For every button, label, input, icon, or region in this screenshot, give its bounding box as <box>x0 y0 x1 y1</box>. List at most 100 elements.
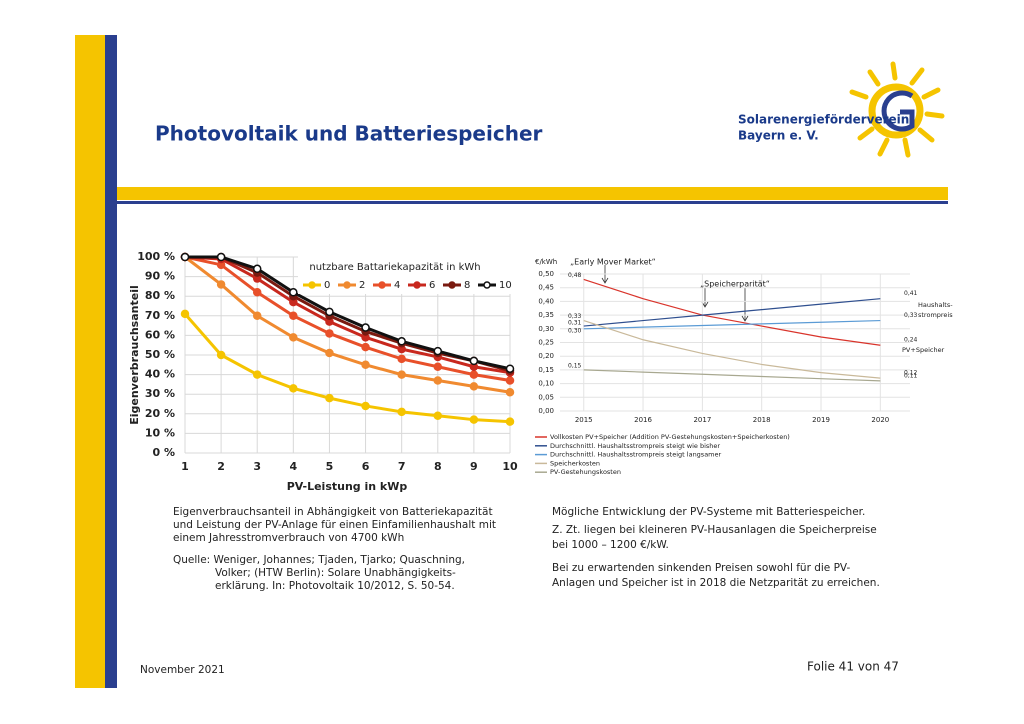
marker <box>361 360 370 370</box>
y-tick-label: 0,35 <box>538 311 554 319</box>
y-tick-label: 100 % <box>137 250 175 263</box>
caption-text: Anlagen und Speicher ist in 2018 die Net… <box>552 577 880 589</box>
marker <box>505 376 515 385</box>
legend-label: 4 <box>394 280 400 291</box>
x-tick-label: 6 <box>362 460 370 473</box>
marker <box>216 280 226 289</box>
series-line <box>583 319 881 330</box>
value-label: 0,33 <box>904 312 918 319</box>
y-tick-label: 0,15 <box>538 366 554 374</box>
source-text: erklärung. In: Photovoltaik 10/2012, S. … <box>215 580 455 592</box>
y-tick-label: 90 % <box>145 270 175 283</box>
caption-text: bei 1000 – 1200 €/kW. <box>552 539 669 551</box>
source-text: Quelle: Weniger, Johannes; Tjaden, Tjark… <box>173 554 465 566</box>
y-tick-label: 0,00 <box>538 407 554 415</box>
marker <box>289 333 298 342</box>
caption-text: Z. Zt. liegen bei kleineren PV-Hausanlag… <box>552 524 877 536</box>
x-tick-label: 2015 <box>575 416 593 424</box>
x-tick-label: 3 <box>253 460 261 473</box>
marker <box>325 393 334 403</box>
legend-marker <box>308 281 316 289</box>
legend-marker <box>343 281 351 289</box>
series-line <box>184 255 511 394</box>
caption-text: und Leistung der PV-Anlage für einen Ein… <box>173 519 496 531</box>
annotation: strompreis <box>918 311 953 319</box>
marker <box>397 407 406 417</box>
series-line <box>583 320 881 379</box>
sun <box>868 83 924 139</box>
side-bar-yellow <box>75 35 105 688</box>
y-tick-label: 0,20 <box>538 352 554 360</box>
x-tick-label: 9 <box>470 460 478 473</box>
marker <box>325 307 334 317</box>
x-tick-label: 2018 <box>753 416 771 424</box>
marker <box>180 252 190 262</box>
value-label: 0,15 <box>568 362 582 369</box>
side-bar-blue <box>105 35 117 688</box>
legend-label: Durchschnittl. Haushaltsstrompreis steig… <box>550 451 722 459</box>
legend-label: Vollkosten PV+Speicher (Addition PV-Gest… <box>550 433 790 441</box>
y-tick-label: 30 % <box>145 387 175 400</box>
x-axis-title: PV-Leistung in kWp <box>287 480 408 493</box>
y-axis-title: €/kWh <box>535 258 557 266</box>
series-line <box>583 369 881 382</box>
caption-text: Mögliche Entwicklung der PV-Systeme mit … <box>552 506 865 518</box>
logo-g <box>881 90 915 132</box>
marker <box>216 350 226 360</box>
annotation: Haushalts- <box>918 301 953 309</box>
marker <box>252 311 262 321</box>
sun-rays <box>849 61 945 158</box>
value-label: 0,41 <box>904 290 918 297</box>
value-label: 0,48 <box>568 272 582 279</box>
y-tick-label: 0 % <box>152 446 175 459</box>
marker <box>469 356 479 366</box>
marker <box>325 329 334 338</box>
marker <box>433 346 443 356</box>
legend-marker <box>448 281 456 289</box>
marker <box>433 411 443 421</box>
header-bar-blue <box>117 201 948 204</box>
marker <box>216 252 226 262</box>
legend-box <box>298 256 513 294</box>
y-tick-label: 0,30 <box>538 325 554 333</box>
y-tick-label: 0,05 <box>538 393 554 401</box>
marker <box>361 342 370 352</box>
legend-title: nutzbare Battariekapazität in kWh <box>309 262 480 273</box>
series-line <box>183 312 511 424</box>
legend-marker <box>413 281 421 289</box>
value-label: 0,11 <box>904 372 918 379</box>
series-line <box>184 255 511 382</box>
legend-label: 0 <box>324 280 330 291</box>
value-label: 0,24 <box>904 337 918 344</box>
marker <box>289 311 298 321</box>
marker <box>433 376 443 385</box>
slide-title: Photovoltaik und Batteriespeicher <box>155 122 543 146</box>
marker <box>325 348 334 358</box>
marker <box>252 370 262 379</box>
y-tick-label: 80 % <box>145 289 175 302</box>
value-label: 0,30 <box>568 327 582 334</box>
logo-text: Bayern e. V. <box>738 129 819 143</box>
caption-text: einem Jahresstromverbrauch von 4700 kWh <box>173 532 404 544</box>
series-line <box>583 298 881 327</box>
marker <box>397 337 406 346</box>
series-line <box>583 278 881 346</box>
y-tick-label: 0,40 <box>538 297 554 305</box>
marker <box>180 309 190 319</box>
marker <box>469 415 479 424</box>
marker <box>505 387 515 397</box>
legend-marker <box>483 281 491 289</box>
annotation: „Early Mover Market“ <box>570 258 656 267</box>
legend-label: 2 <box>359 280 365 291</box>
x-tick-label: 8 <box>434 460 442 473</box>
x-tick-label: 1 <box>181 460 189 473</box>
marker <box>289 288 298 297</box>
x-tick-label: 5 <box>326 460 334 473</box>
value-label: 0,31 <box>568 320 582 327</box>
legend-label: 10 <box>499 280 512 291</box>
legend-marker <box>378 281 386 289</box>
legend-label: 6 <box>429 280 435 291</box>
marker <box>433 362 443 372</box>
y-axis-title: Eigenverbrauchsanteil <box>128 285 141 424</box>
